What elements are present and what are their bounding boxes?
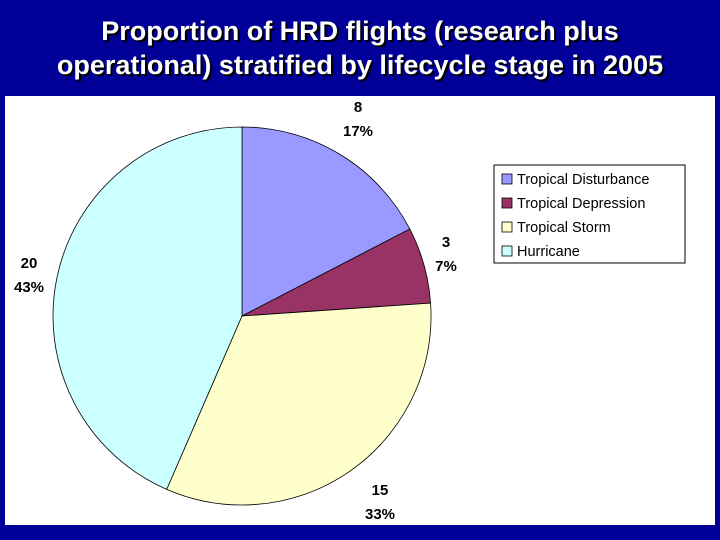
legend-box (493, 164, 686, 264)
legend-label-tropical-depression: Tropical Depression (517, 196, 645, 212)
title-line-1: Proportion of HRD flights (research plus (101, 16, 619, 46)
legend-swatch-tropical-depression (501, 197, 513, 209)
chart-area: 8 17% 3 7% 15 33% 20 43% Tropical Disturbance Tr… (5, 96, 715, 525)
pie-slice-tropical-storm (166, 302, 432, 506)
legend-swatch-tropical-storm (501, 221, 513, 233)
data-label-percent-hurricane: 43% (14, 279, 44, 296)
data-label-percent-tropical-depression: 7% (435, 258, 457, 275)
pie-slices (52, 126, 432, 506)
pie-slice-hurricane (52, 126, 243, 490)
data-label-value-hurricane: 20 (21, 255, 38, 272)
data-label-value-tropical-storm: 15 (372, 482, 389, 499)
slide-title: Proportion of HRD flights (research plus… (0, 0, 720, 96)
legend-swatch-tropical-disturbance (501, 173, 513, 185)
title-line-2: operational) stratified by lifecycle sta… (56, 50, 664, 80)
legend-swatch-hurricane (501, 245, 513, 257)
data-label-value-tropical-depression: 3 (442, 234, 450, 251)
legend: Tropical Disturbance Tropical Depression T… (493, 164, 686, 264)
data-label-value-tropical-disturbance: 8 (354, 99, 362, 116)
data-labels: 8 17% 3 7% 15 33% 20 43% (14, 99, 457, 523)
data-label-percent-tropical-disturbance: 17% (343, 123, 373, 140)
legend-label-hurricane: Hurricane (517, 244, 580, 260)
legend-label-tropical-storm: Tropical Storm (517, 220, 611, 236)
data-label-percent-tropical-storm: 33% (365, 506, 395, 523)
legend-label-tropical-disturbance: Tropical Disturbance (517, 172, 649, 188)
pie-slice-tropical-disturbance (241, 126, 411, 317)
